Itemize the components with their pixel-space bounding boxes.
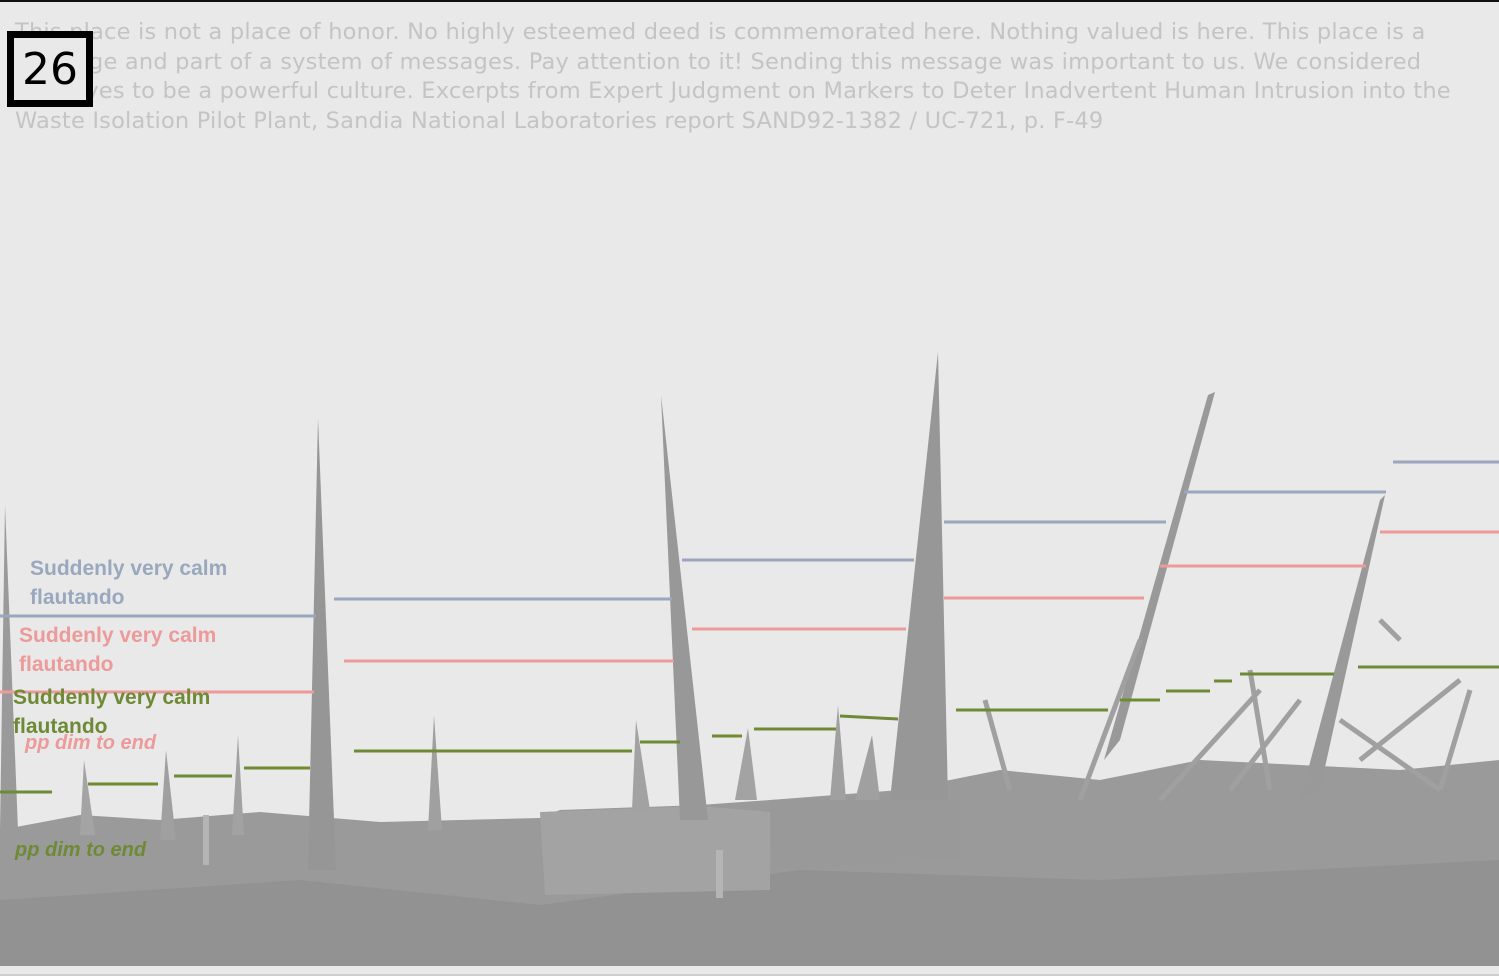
human-figure-1	[203, 815, 209, 865]
spike-lean-1	[1104, 392, 1215, 760]
spike-tall-2	[661, 395, 708, 820]
red-instruction-line1: Suddenly very calm	[19, 624, 217, 647]
spike-left-edge	[0, 505, 18, 830]
spike-tall-1	[308, 418, 336, 870]
green-instruction-line2: flautando	[13, 715, 108, 738]
block-structure-left	[540, 806, 770, 895]
pitch-line-red	[0, 530, 1499, 694]
blue-instruction-line1: Suddenly very calm	[30, 557, 228, 580]
tangled-spikes	[982, 618, 1473, 802]
block-structure-right	[770, 795, 960, 870]
spike-tall-3	[890, 352, 948, 800]
pitch-line-green	[0, 665, 1499, 794]
pitch-line-blue	[0, 460, 1499, 618]
green-staff-instruction: Suddenly very calm flautando	[13, 683, 210, 741]
quote-text: This place is not a place of honor. No h…	[15, 19, 1451, 134]
red-staff-instruction: Suddenly very calm flautando	[19, 621, 216, 679]
green-instruction-line1: Suddenly very calm	[13, 686, 211, 709]
human-figure-2	[716, 850, 723, 898]
green-dynamic-marking: pp dim to end	[15, 839, 147, 861]
red-dynamic-marking: pp dim to end	[25, 732, 157, 754]
page-number-box: 26	[7, 31, 93, 107]
blue-staff-instruction: Suddenly very calm flautando	[30, 554, 227, 612]
blue-instruction-line2: flautando	[30, 586, 125, 609]
spike-lean-2	[1300, 495, 1385, 800]
red-instruction-line2: flautando	[19, 653, 114, 676]
ground-shadow	[0, 860, 1499, 966]
